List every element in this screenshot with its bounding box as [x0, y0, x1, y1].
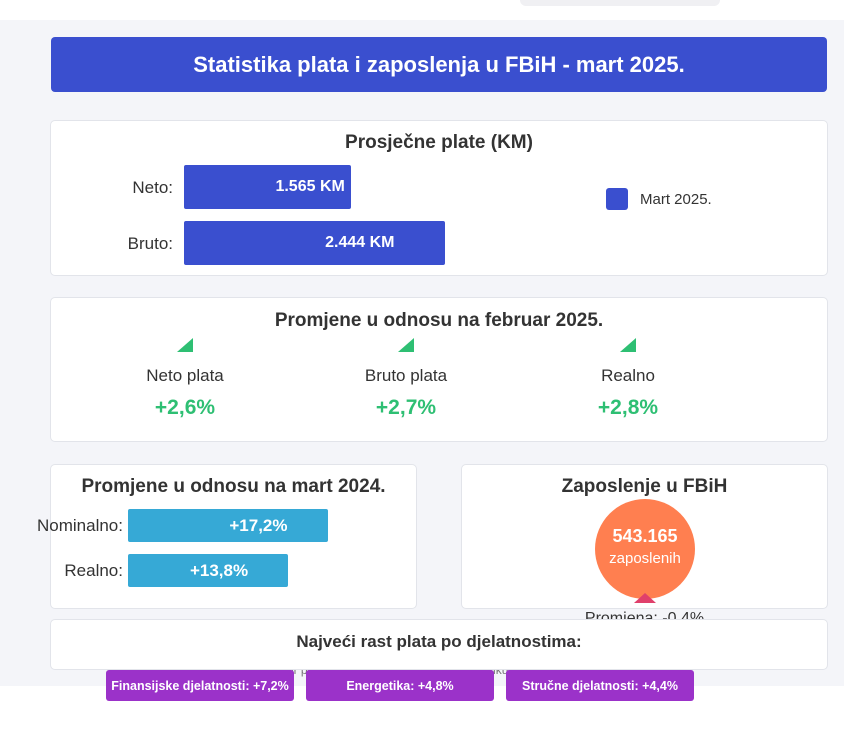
salary-chart-card: Prosječne plate (KM) Neto: 1.565 KM Bruto:…	[50, 120, 828, 276]
legend-label: Mart 2025.	[640, 191, 712, 208]
employment-title: Zaposlenje u FBiH	[561, 476, 728, 497]
yoy-change-card: Promjene u odnosu na mart 2024. Nominaln…	[37, 464, 417, 609]
industry-badge: Stručne djelatnosti: +4,4%	[506, 670, 694, 701]
industries-title: Najveći rast plata po djelatnostima:	[296, 632, 582, 651]
salary-chart-title: Prosječne plate (KM)	[345, 132, 533, 153]
top-shadow	[520, 0, 720, 6]
down-arrow-icon	[634, 593, 656, 603]
change-label: Bruto plata	[364, 366, 448, 385]
change-neto: Neto plata +2,6%	[95, 338, 275, 420]
up-arrow-icon	[398, 338, 414, 352]
salary-bar: 1.565 KM	[184, 165, 351, 209]
employment-card: Zaposlenje u FBiH 543.165 zaposlenih Pro…	[461, 464, 828, 627]
employment-circle: 543.165 zaposlenih	[595, 499, 695, 599]
change-value: +2,7%	[375, 396, 437, 419]
up-arrow-icon	[177, 338, 193, 352]
salary-bar-label: Bruto:	[127, 234, 173, 253]
industries-card: Najveći rast plata po djelatnostima:	[50, 619, 828, 670]
page-title: Statistika plata i zaposlenja u FBiH - m…	[51, 37, 827, 92]
industry-badge: Energetika: +4,8%	[306, 670, 494, 701]
salary-bar: 2.444 KM	[184, 221, 445, 265]
change-value: +2,6%	[154, 396, 216, 419]
feb-change-title: Promjene u odnosu na februar 2025.	[274, 310, 604, 331]
change-label: Neto plata	[146, 366, 224, 385]
yoy-bar-label: Realno:	[64, 561, 123, 580]
change-bruto: Bruto plata +2,7%	[316, 338, 496, 420]
feb-change-card: Promjene u odnosu na februar 2025. Neto …	[50, 297, 828, 442]
change-realno: Realno +2,8%	[538, 338, 718, 420]
yoy-bar-label: Nominalno:	[37, 516, 123, 535]
yoy-bar: +17,2%	[128, 509, 328, 542]
legend-swatch	[606, 188, 628, 210]
salary-bar-label: Neto:	[132, 178, 173, 197]
yoy-change-title: Promjene u odnosu na mart 2024.	[81, 476, 386, 497]
yoy-bar: +13,8%	[128, 554, 289, 587]
up-arrow-icon	[620, 338, 636, 352]
industry-badge: Finansijske djelatnosti: +7,2%	[106, 670, 294, 701]
employment-unit: zaposlenih	[609, 550, 681, 567]
change-value: +2,8%	[597, 396, 659, 419]
change-label: Realno	[601, 366, 655, 385]
employment-count: 543.165	[612, 526, 678, 546]
